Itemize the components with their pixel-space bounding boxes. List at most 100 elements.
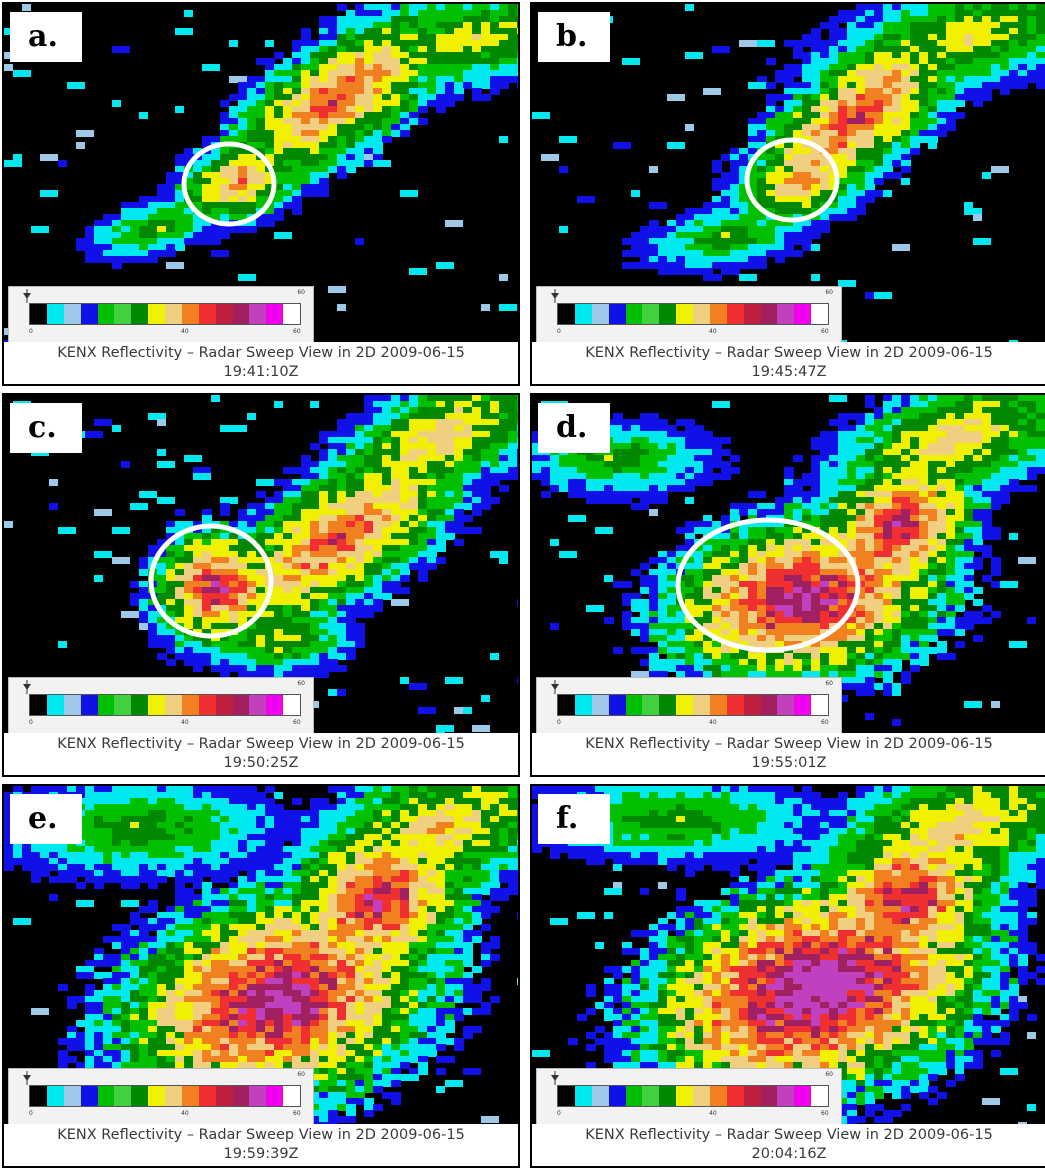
legend-swatch	[558, 304, 575, 324]
legend-swatch	[114, 304, 132, 324]
legend-swatch	[283, 304, 300, 324]
legend-swatch	[97, 695, 115, 715]
legend-swatch	[676, 304, 693, 324]
legend-swatch	[232, 1086, 250, 1106]
legend-swatch	[693, 1086, 710, 1106]
legend-swatch	[80, 304, 98, 324]
legend-swatch	[181, 695, 199, 715]
panel-letter: e.	[10, 794, 82, 844]
panel-caption: KENX Reflectivity – Radar Sweep View in …	[4, 342, 518, 384]
legend-marker-icon	[551, 289, 559, 303]
legend-swatch	[198, 304, 216, 324]
legend-swatch	[709, 1086, 727, 1106]
caption-title: KENX Reflectivity – Radar Sweep View in …	[585, 345, 993, 361]
radar-panel-a: a. 60 0 40 60 KENX Reflectivity – Radar Swe…	[2, 2, 520, 386]
legend-swatch	[46, 695, 64, 715]
legend-swatch	[131, 1086, 149, 1106]
legend-swatch	[198, 1086, 216, 1106]
legend-swatch	[232, 304, 250, 324]
legend-colorbar	[29, 1085, 301, 1107]
legend-swatch	[215, 304, 233, 324]
legend-swatch	[63, 695, 81, 715]
color-legend: 60 0 40 60	[536, 286, 842, 346]
color-legend: 60 0 40 60	[8, 286, 314, 346]
panel-letter: d.	[538, 403, 610, 453]
legend-swatch	[97, 304, 115, 324]
caption-time: 19:45:47Z	[751, 364, 827, 380]
legend-swatch	[148, 695, 165, 715]
legend-tick-label: 40	[709, 328, 717, 335]
radar-panel-b: b. 60 0 40 60 KENX Reflectivity – Radar Swe…	[530, 2, 1045, 386]
panel-letter: f.	[538, 794, 610, 844]
legend-swatch	[131, 304, 149, 324]
color-legend: 60 0 40 60	[8, 677, 314, 737]
radar-reflectivity-image	[4, 4, 518, 384]
legend-swatch	[249, 695, 267, 715]
legend-swatch	[30, 304, 47, 324]
legend-marker-icon	[23, 680, 31, 694]
legend-swatch	[625, 304, 643, 324]
legend-swatch	[709, 304, 727, 324]
legend-swatch	[215, 1086, 233, 1106]
legend-swatch	[558, 1086, 575, 1106]
legend-swatch	[794, 695, 812, 715]
legend-colorbar	[29, 694, 301, 716]
legend-swatch	[63, 1086, 81, 1106]
caption-title: KENX Reflectivity – Radar Sweep View in …	[57, 736, 465, 752]
legend-swatch	[608, 1086, 626, 1106]
legend-tick-label: 40	[181, 719, 189, 726]
legend-swatch	[30, 1086, 47, 1106]
legend-tick-label: 40	[181, 1110, 189, 1117]
legend-swatch	[760, 695, 778, 715]
legend-swatch	[232, 695, 250, 715]
legend-swatch	[165, 304, 182, 324]
legend-tick-label: 40	[181, 328, 189, 335]
legend-swatch	[794, 1086, 812, 1106]
legend-swatch	[726, 695, 744, 715]
legend-swatch	[165, 695, 182, 715]
legend-swatch	[97, 1086, 115, 1106]
legend-tick-label: 0	[557, 719, 561, 726]
legend-swatch	[608, 695, 626, 715]
legend-tick-label: 0	[29, 328, 33, 335]
legend-swatch	[676, 1086, 693, 1106]
caption-time: 19:59:39Z	[223, 1146, 299, 1162]
legend-swatch	[811, 695, 828, 715]
legend-tick-top: 60	[297, 289, 305, 296]
legend-swatch	[676, 695, 693, 715]
legend-swatch	[760, 304, 778, 324]
panel-caption: KENX Reflectivity – Radar Sweep View in …	[4, 733, 518, 775]
legend-tick-top: 60	[297, 680, 305, 687]
legend-swatch	[165, 1086, 182, 1106]
panel-letter: b.	[538, 12, 610, 62]
legend-swatch	[591, 1086, 609, 1106]
legend-swatch	[743, 1086, 761, 1106]
legend-tick-top: 60	[297, 1071, 305, 1078]
legend-marker-icon	[23, 289, 31, 303]
legend-tick-top: 60	[825, 680, 833, 687]
panel-caption: KENX Reflectivity – Radar Sweep View in …	[532, 1124, 1045, 1166]
legend-colorbar	[557, 694, 829, 716]
legend-swatch	[148, 1086, 165, 1106]
legend-swatch	[642, 1086, 660, 1106]
legend-tick-label: 0	[29, 719, 33, 726]
radar-panel-d: d. 60 0 40 60 KENX Reflectivity – Radar Swe…	[530, 393, 1045, 777]
legend-swatch	[266, 304, 284, 324]
legend-marker-icon	[23, 1071, 31, 1085]
legend-swatch	[249, 1086, 267, 1106]
caption-time: 19:50:25Z	[223, 755, 299, 771]
legend-swatch	[777, 695, 795, 715]
legend-swatch	[283, 1086, 300, 1106]
legend-swatch	[591, 304, 609, 324]
legend-tick-label: 60	[821, 719, 829, 726]
radar-reflectivity-image	[532, 4, 1045, 384]
legend-swatch	[625, 695, 643, 715]
legend-swatch	[743, 304, 761, 324]
legend-swatch	[642, 304, 660, 324]
legend-tick-label: 0	[557, 328, 561, 335]
caption-title: KENX Reflectivity – Radar Sweep View in …	[585, 736, 993, 752]
legend-tick-label: 0	[557, 1110, 561, 1117]
radar-panel-e: e. 60 0 40 60 KENX Reflectivity – Radar Swe…	[2, 784, 520, 1168]
legend-tick-label: 0	[29, 1110, 33, 1117]
